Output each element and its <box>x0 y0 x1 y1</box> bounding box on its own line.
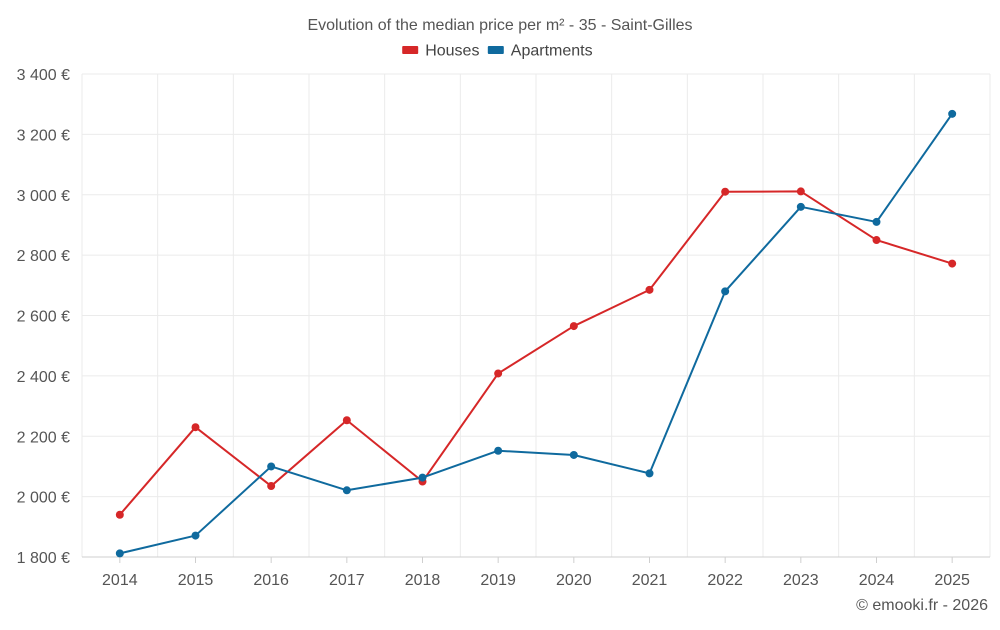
data-point-houses[interactable] <box>267 482 276 491</box>
y-tick-label: 3 000 € <box>17 188 70 205</box>
data-point-houses[interactable] <box>872 236 881 245</box>
data-point-apartments[interactable] <box>191 531 200 540</box>
data-point-apartments[interactable] <box>494 446 503 455</box>
y-tick-label: 2 200 € <box>17 429 70 446</box>
data-point-apartments[interactable] <box>872 217 881 226</box>
x-tick-label: 2016 <box>253 572 289 589</box>
legend-label-houses: Houses <box>425 43 479 60</box>
legend-swatch-houses <box>402 46 419 54</box>
legend-item-houses[interactable]: Houses <box>402 43 479 60</box>
data-point-apartments[interactable] <box>796 202 805 211</box>
data-point-houses[interactable] <box>494 369 503 378</box>
x-tick-label: 2014 <box>102 572 138 589</box>
data-point-apartments[interactable] <box>569 450 578 459</box>
y-tick-label: 2 400 € <box>17 369 70 386</box>
data-point-apartments[interactable] <box>418 473 427 482</box>
data-point-apartments[interactable] <box>342 486 351 495</box>
series-line-houses <box>119 190 953 516</box>
x-tick-label: 2020 <box>556 572 592 589</box>
x-tick-label: 2019 <box>480 572 516 589</box>
y-tick-label: 2 000 € <box>17 490 70 507</box>
data-point-apartments[interactable] <box>645 469 654 478</box>
data-point-apartments[interactable] <box>948 109 957 118</box>
data-point-houses[interactable] <box>721 187 730 196</box>
x-tick-label: 2024 <box>859 572 895 589</box>
data-point-houses[interactable] <box>342 416 351 425</box>
legend: Houses Apartments <box>402 43 593 60</box>
x-tick-label: 2023 <box>783 572 819 589</box>
data-point-apartments[interactable] <box>267 462 276 471</box>
data-point-houses[interactable] <box>948 259 957 268</box>
legend-item-apartments[interactable]: Apartments <box>487 43 593 60</box>
data-point-houses[interactable] <box>191 423 200 432</box>
y-tick-label: 2 800 € <box>17 248 70 265</box>
data-point-houses[interactable] <box>645 285 654 294</box>
data-point-apartments[interactable] <box>721 287 730 296</box>
x-tick-label: 2015 <box>178 572 214 589</box>
y-tick-label: 1 800 € <box>17 550 70 567</box>
x-tick-label: 2018 <box>405 572 441 589</box>
y-axis: 1 800 € 2 000 € 2 200 € 2 400 € 2 600 € 2 800… <box>17 67 70 567</box>
y-tick-label: 2 600 € <box>17 309 70 326</box>
x-tick-label: 2025 <box>934 572 970 589</box>
data-point-houses[interactable] <box>115 510 124 519</box>
data-point-apartments[interactable] <box>115 549 124 558</box>
x-tick-label: 2017 <box>329 572 365 589</box>
series-group <box>115 109 957 558</box>
data-point-houses[interactable] <box>796 187 805 196</box>
grid <box>81 73 991 558</box>
legend-label-apartments: Apartments <box>511 43 593 60</box>
y-tick-label: 3 200 € <box>17 127 70 144</box>
y-tick-label: 3 400 € <box>17 67 70 84</box>
credit-text: © emooki.fr - 2026 <box>856 597 988 614</box>
x-tick-label: 2022 <box>707 572 743 589</box>
x-axis: 2014 2015 2016 2017 2018 2019 2020 2021 2022 2023… <box>82 556 990 589</box>
chart-title: Evolution of the median price per m² - 3… <box>307 17 692 34</box>
series-line-apartments <box>119 113 953 555</box>
legend-swatch-apartments <box>487 46 504 54</box>
data-point-houses[interactable] <box>569 322 578 331</box>
x-tick-label: 2021 <box>632 572 668 589</box>
